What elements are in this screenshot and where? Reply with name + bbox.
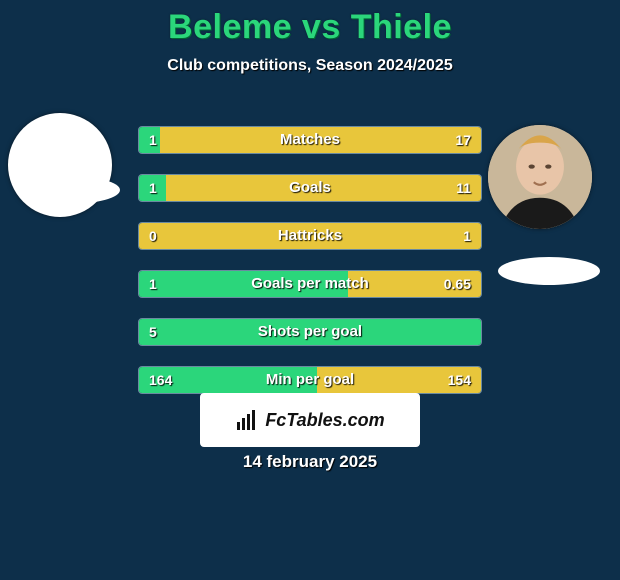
stat-row: 164154Min per goal [138,366,482,394]
player2-avatar-circle [488,125,592,229]
stat-row: 5Shots per goal [138,318,482,346]
stat-row: 10.65Goals per match [138,270,482,298]
stat-label: Goals [139,175,481,201]
player2-team-spot [498,257,600,285]
player1-team-spot [18,176,120,204]
report-date: 14 february 2025 [0,452,620,472]
player2-avatar-silhouette-icon [488,125,592,229]
page-title: Beleme vs Thiele [0,0,620,47]
stat-label: Shots per goal [139,319,481,345]
stat-label: Hattricks [139,223,481,249]
stat-label: Min per goal [139,367,481,393]
season-subtitle: Club competitions, Season 2024/2025 [0,57,620,75]
stat-row: 01Hattricks [138,222,482,250]
player2-avatar-wrap [488,125,592,229]
branding-badge: FcTables.com [200,393,420,447]
branding-text: FcTables.com [265,410,384,431]
bar-chart-icon [235,408,259,432]
stat-row: 117Matches [138,126,482,154]
stat-label: Matches [139,127,481,153]
comparison-bars: 117Matches 111Goals 01Hattricks 10.65Goals … [138,126,482,414]
stat-row: 111Goals [138,174,482,202]
stat-label: Goals per match [139,271,481,297]
